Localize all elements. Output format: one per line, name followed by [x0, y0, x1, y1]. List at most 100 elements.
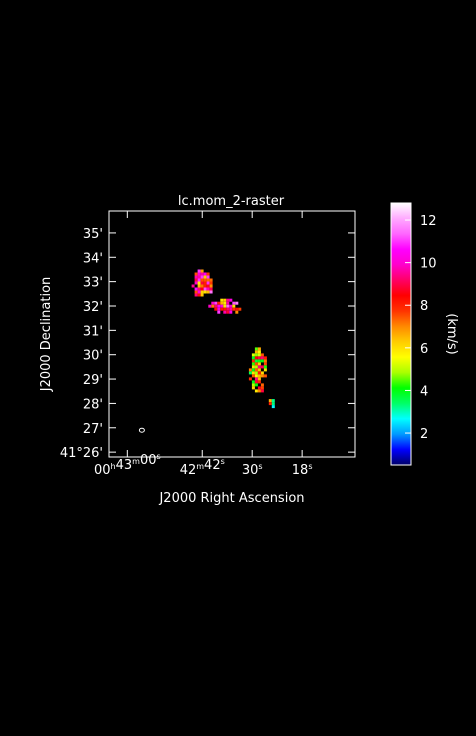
map-pixel — [254, 374, 258, 378]
colorbar-label: (km/s) — [444, 313, 459, 355]
map-pixel — [257, 362, 261, 366]
map-pixel — [214, 307, 218, 311]
map-pixel — [254, 371, 258, 375]
map-pixel — [223, 307, 227, 311]
map-pixel — [203, 287, 207, 291]
map-pixel — [229, 307, 233, 311]
map-pixel — [238, 307, 242, 311]
x-axis-ticks: 00h43m00s 42m42s 30s 18s — [94, 211, 312, 478]
map-pixel — [260, 359, 264, 363]
y-tick-label: 30' — [83, 349, 103, 364]
y-tick-label: 41°26' — [60, 446, 103, 461]
map-pixel — [254, 359, 258, 363]
map-pixel — [206, 287, 210, 291]
map-pixel — [251, 353, 255, 357]
map-pixel — [260, 365, 264, 369]
map-pixel — [257, 377, 261, 381]
colorbar-tick-label: 4 — [420, 384, 428, 399]
x-tick-label: 30s — [242, 462, 263, 478]
map-pixel — [206, 284, 210, 288]
map-pixel — [200, 287, 204, 291]
map-pixel — [257, 371, 261, 375]
map-pixel — [260, 383, 264, 387]
y-tick-label: 28' — [83, 397, 103, 412]
map-pixel — [223, 304, 227, 308]
map-pixel — [203, 272, 207, 276]
y-tick-label: 34' — [83, 251, 103, 266]
map-pixel — [235, 307, 239, 311]
map-pixel — [203, 284, 207, 288]
map-pixel — [206, 275, 210, 279]
map-pixel — [251, 359, 255, 363]
map-pixel — [254, 377, 258, 381]
map-pixel — [206, 278, 210, 282]
map-pixel — [223, 298, 227, 302]
map-pixel — [254, 350, 258, 354]
map-pixel — [251, 374, 255, 378]
map-pixel — [217, 304, 221, 308]
map-pixel — [254, 383, 258, 387]
map-pixel — [200, 284, 204, 288]
map-pixel — [229, 310, 233, 314]
map-pixel — [251, 380, 255, 384]
map-pixel — [248, 377, 252, 381]
map-pixel — [251, 371, 255, 375]
colorbar-ramp — [390, 202, 412, 466]
map-pixel — [197, 278, 201, 282]
map-pixel — [254, 353, 258, 357]
map-pixel — [263, 374, 267, 378]
x-tick-label: 42m42s — [180, 457, 225, 478]
map-pixel — [209, 278, 213, 282]
map-pixel — [254, 380, 258, 384]
chart-title: lc.mom_2-raster — [178, 194, 285, 209]
map-pixel — [263, 368, 267, 372]
map-pixel — [197, 287, 201, 291]
map-pixel — [251, 356, 255, 360]
map-pixel — [223, 310, 227, 314]
map-pixel — [268, 402, 272, 406]
map-pixel — [200, 269, 204, 273]
map-pixel — [203, 281, 207, 285]
map-pixel — [257, 368, 261, 372]
map-pixel — [260, 389, 264, 393]
map-pixel — [232, 301, 236, 305]
y-tick-label: 31' — [83, 324, 103, 339]
emission-clump — [248, 347, 267, 393]
map-pixel — [194, 281, 198, 285]
colorbar-tick-label: 10 — [420, 257, 437, 272]
map-pixel — [220, 301, 224, 305]
map-pixel — [203, 275, 207, 279]
map-pixel — [197, 284, 201, 288]
map-pixel — [254, 362, 258, 366]
map-pixel — [200, 293, 204, 297]
map-pixel — [197, 269, 201, 273]
map-pixel — [209, 290, 213, 294]
map-pixel — [206, 290, 210, 294]
colorbar-tick-label: 12 — [420, 214, 437, 229]
map-pixel — [257, 386, 261, 390]
map-pixel — [220, 304, 224, 308]
map-pixel — [263, 365, 267, 369]
map-pixel — [226, 310, 230, 314]
map-pixel — [220, 298, 224, 302]
map-pixel — [200, 278, 204, 282]
map-pixel — [191, 284, 195, 288]
map-pixel — [260, 353, 264, 357]
map-pixel — [197, 290, 201, 294]
map-pixel — [271, 399, 275, 403]
y-axis-ticks: 41°26' 27' 28' 29' 30' 31' 32' 33' 34' 35' — [60, 227, 355, 461]
map-pixel — [232, 304, 236, 308]
map-layer — [138, 269, 275, 433]
map-pixel — [263, 362, 267, 366]
map-pixel — [211, 301, 215, 305]
map-pixel — [251, 383, 255, 387]
map-pixel — [226, 301, 230, 305]
map-pixel — [200, 272, 204, 276]
map-pixel — [260, 356, 264, 360]
map-pixel — [254, 347, 258, 351]
map-pixel — [254, 365, 258, 369]
colorbar-tick-label: 2 — [420, 427, 428, 442]
map-pixel — [200, 290, 204, 294]
map-pixel — [200, 275, 204, 279]
